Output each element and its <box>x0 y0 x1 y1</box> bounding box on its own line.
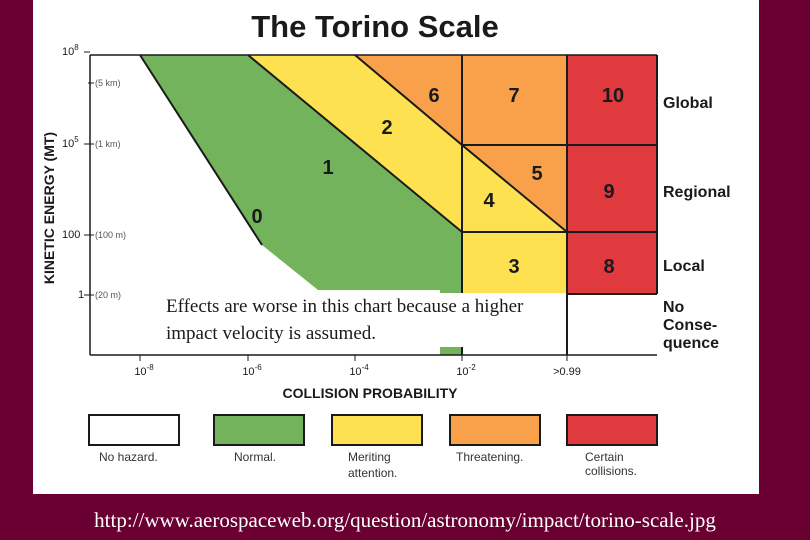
legend-label-certain-1: Certain <box>585 450 624 464</box>
x-tick-10e-6: 10-6 <box>242 363 262 378</box>
y-tick-size-20m: (20 m) <box>95 290 121 300</box>
legend-label-no-hazard: No hazard. <box>99 450 158 464</box>
row-label-no-consequence-3: quence <box>663 335 719 352</box>
source-url-caption: http://www.aerospaceweb.org/question/ast… <box>94 508 716 532</box>
zone-4-label: 4 <box>483 190 495 212</box>
zone-3-label: 3 <box>508 256 519 278</box>
y-tick-100: 100 <box>62 229 80 241</box>
y-tick-size-100m: (100 m) <box>95 230 126 240</box>
y-tick-10e5: 105 <box>62 135 79 150</box>
row-label-regional: Regional <box>663 184 731 201</box>
x-tick-10e-8: 10-8 <box>134 363 154 378</box>
y-tick-10e8: 108 <box>62 43 79 58</box>
legend-label-meriting-1: Meriting <box>348 450 391 464</box>
zone-8-label: 8 <box>603 256 614 278</box>
legend-label-normal: Normal. <box>234 450 276 464</box>
diagram-title: The Torino Scale <box>251 9 498 44</box>
y-tick-1: 1 <box>78 289 84 301</box>
legend-label-certain-2: collisions. <box>585 464 637 478</box>
zone-9-label: 9 <box>603 181 614 203</box>
zone-5-label: 5 <box>531 163 542 185</box>
x-tick-099: >0.99 <box>553 366 581 378</box>
zone-7-polygon <box>462 55 567 145</box>
zone-8-polygon <box>567 232 657 294</box>
zone-7-label: 7 <box>508 85 519 107</box>
zone-1-label: 1 <box>322 157 333 179</box>
zone-1-polygon <box>140 55 462 355</box>
row-label-global: Global <box>663 95 713 112</box>
y-tick-size-5km: (5 km) <box>95 78 121 88</box>
legend-swatch-threatening <box>449 414 541 446</box>
y-tick-size-1km: (1 km) <box>95 139 121 149</box>
legend-swatch-normal <box>213 414 305 446</box>
y-axis-label: KINETIC ENERGY (MT) <box>41 132 57 284</box>
plot-frame <box>89 54 657 356</box>
row-label-no-consequence-1: No <box>663 299 685 316</box>
velocity-note: Effects are worse in this chart because … <box>166 293 566 347</box>
zone-6-label: 6 <box>428 85 439 107</box>
zone-2-label: 2 <box>381 117 392 139</box>
x-axis-label: COLLISION PROBABILITY <box>283 385 459 401</box>
zone-0-label: 0 <box>251 206 262 228</box>
legend-swatch-meriting-attention <box>331 414 423 446</box>
legend-label-threatening: Threatening. <box>456 450 523 464</box>
row-label-local: Local <box>663 258 705 275</box>
row-label-no-consequence-2: Conse- <box>663 317 717 334</box>
legend-label-meriting-2: attention. <box>348 466 397 480</box>
legend: No hazard. Normal. Meriting attention. T… <box>88 414 658 480</box>
x-tick-10e-2: 10-2 <box>456 363 476 378</box>
zone-10-polygon <box>567 55 657 145</box>
legend-swatch-certain-collisions <box>566 414 658 446</box>
zone-3-polygon <box>462 232 567 294</box>
x-tick-10e-4: 10-4 <box>349 363 369 378</box>
zone-9-polygon <box>567 145 657 232</box>
legend-swatch-no-hazard <box>88 414 180 446</box>
zone-10-label: 10 <box>602 85 624 107</box>
